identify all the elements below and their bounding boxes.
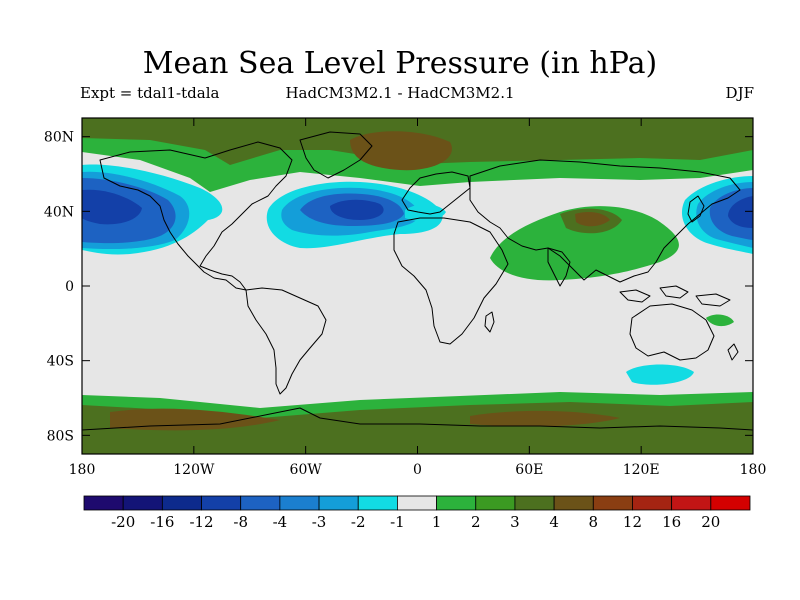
lon-tick-label: 60W: [290, 462, 323, 478]
axis-layer: 80N 40N 0 40S 80S 180 120W 60W 0 60E 120E 180: [44, 118, 766, 478]
southern-strong-region: [110, 408, 280, 431]
lon-tick-label: 60E: [515, 462, 543, 478]
lat-tick-label: 40S: [47, 354, 74, 370]
colorbar-label: -1: [390, 513, 405, 531]
lat-tick-label: 80N: [44, 130, 74, 146]
colorbar-swatch: [357, 495, 398, 511]
colorbar-swatch: [632, 495, 673, 511]
pacific-east-neg-core: [728, 196, 753, 228]
colorbar-swatch: [592, 495, 633, 511]
pacific-small-positive: [706, 314, 734, 327]
asia-strong-region: [575, 212, 610, 227]
colorbar-swatch: [671, 495, 712, 511]
colorbar: -20 -16 -12 -8 -4 -3 -2 -1 1 2 3 4 8 12 16 20: [83, 495, 751, 531]
colorbar-label: -4: [273, 513, 288, 531]
mediterranean-neg-light: [405, 204, 446, 222]
lon-tick-label: 0: [413, 462, 422, 478]
southern-strong-region-2: [470, 410, 620, 427]
colorbar-label: -20: [111, 513, 135, 531]
colorbar-label: 3: [510, 513, 520, 531]
lon-tick-label: 120W: [173, 462, 215, 478]
colorbar-swatch: [710, 495, 751, 511]
map-title: Mean Sea Level Pressure (in hPa): [142, 46, 658, 81]
lat-tick-label: 0: [65, 279, 74, 295]
colorbar-label: 4: [549, 513, 559, 531]
colorbar-swatch: [553, 495, 594, 511]
colorbar-swatch: [161, 495, 202, 511]
colorbar-label: 1: [432, 513, 442, 531]
colorbar-swatch: [279, 495, 320, 511]
experiment-label: Expt = tdal1-tdala: [80, 84, 220, 102]
southern-ocean-neg-light: [626, 364, 694, 385]
colorbar-swatch: [436, 495, 477, 511]
colorbar-label: -16: [150, 513, 174, 531]
coastlines: [82, 131, 753, 431]
colorbar-label: -2: [351, 513, 366, 531]
pacific-west-neg-core: [82, 189, 142, 225]
season-label: DJF: [725, 84, 754, 102]
atlantic-neg-core: [330, 199, 384, 220]
colorbar-swatch: [397, 495, 437, 511]
colorbar-label: -3: [312, 513, 327, 531]
arctic-strong-region: [350, 131, 452, 171]
colorbar-label: -12: [189, 513, 213, 531]
asia-positive-region: [490, 206, 679, 281]
colorbar-label: 12: [623, 513, 642, 531]
colorbar-swatch: [475, 495, 516, 511]
lon-tick-label: 180: [69, 462, 96, 478]
colorbar-label: 8: [589, 513, 599, 531]
colorbar-swatch: [201, 495, 242, 511]
colorbar-swatch: [318, 495, 359, 511]
lon-tick-label: 120E: [623, 462, 660, 478]
lat-tick-label: 80S: [47, 428, 74, 444]
colorbar-label: -8: [233, 513, 248, 531]
map-fields: [82, 118, 753, 454]
lon-tick-label: 180: [740, 462, 767, 478]
colorbar-swatch: [83, 495, 124, 511]
model-label: HadCM3M2.1 - HadCM3M2.1: [285, 84, 515, 102]
colorbar-swatch: [514, 495, 555, 511]
colorbar-swatch: [122, 495, 163, 511]
colorbar-swatch: [240, 495, 281, 511]
colorbar-label: 20: [701, 513, 720, 531]
colorbar-label: 16: [662, 513, 681, 531]
colorbar-label: 2: [471, 513, 481, 531]
lat-tick-label: 40N: [44, 204, 74, 220]
